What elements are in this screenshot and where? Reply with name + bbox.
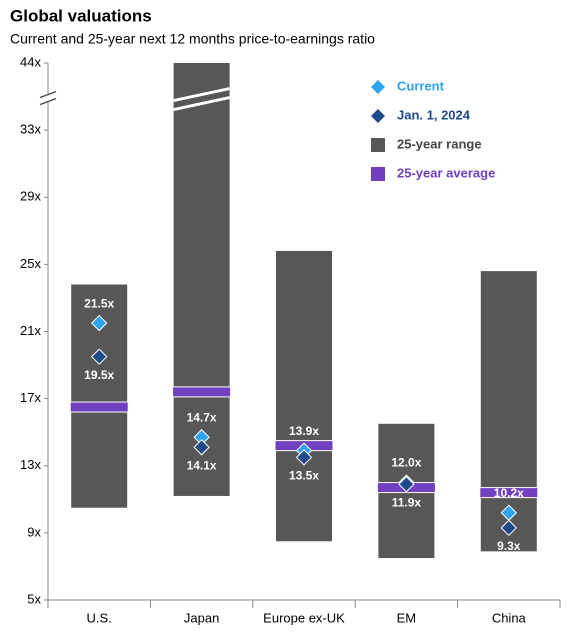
y-tick-label: 13x [20, 457, 41, 472]
value-label: 13.5x [289, 469, 319, 483]
value-label: 12.0x [391, 456, 421, 470]
legend-label: Jan. 1, 2024 [397, 107, 471, 122]
bar-break [173, 96, 230, 112]
legend-label: Current [397, 78, 445, 93]
chart-title: Global valuations [10, 6, 152, 25]
x-tick-label: Japan [184, 610, 219, 625]
legend-swatch [371, 138, 385, 152]
value-label: 14.1x [187, 458, 217, 472]
y-tick-label: 9x [27, 524, 41, 539]
average-bar [172, 386, 232, 398]
diamond-marker [90, 348, 108, 365]
diamond-marker [398, 476, 415, 493]
legend-swatch [371, 109, 385, 123]
value-label: 10.2x [494, 486, 524, 500]
bar-break [173, 87, 230, 103]
legend-swatch [371, 167, 385, 181]
range-bar [276, 250, 332, 542]
value-label: 13.9x [289, 424, 319, 438]
value-label: 11.9x [392, 495, 422, 509]
x-tick-label: EM [397, 610, 417, 625]
legend-swatch [371, 80, 385, 94]
value-label: 19.5x [84, 368, 114, 382]
y-tick-label: 33x [20, 122, 41, 137]
value-label: 14.7x [187, 410, 217, 424]
value-label: 9.3x [497, 539, 521, 553]
y-tick-label: 25x [20, 256, 41, 271]
y-tick-label: 17x [20, 390, 41, 405]
x-tick-label: China [492, 610, 527, 625]
x-tick-label: Europe ex-UK [263, 610, 345, 625]
axis-break [39, 97, 57, 106]
axis-break-gap [40, 93, 56, 103]
diamond-marker [193, 439, 210, 456]
axis-break [39, 90, 57, 99]
average-bar [479, 487, 539, 499]
legend-label: 25-year range [397, 136, 482, 151]
y-tick-label: 21x [20, 323, 41, 338]
x-tick-label: U.S. [87, 610, 112, 625]
legend-label: 25-year average [397, 165, 495, 180]
diamond-marker [500, 519, 518, 537]
range-bar [173, 63, 230, 496]
average-bar [69, 401, 129, 413]
y-tick-label: 44x [20, 54, 41, 69]
chart-subtitle: Current and 25-year next 12 months price… [10, 31, 375, 47]
value-label: 21.5x [84, 296, 114, 310]
diamond-marker [90, 314, 108, 332]
y-tick-label: 5x [27, 591, 41, 606]
diamond-marker [295, 449, 313, 466]
y-tick-label: 29x [20, 189, 41, 204]
